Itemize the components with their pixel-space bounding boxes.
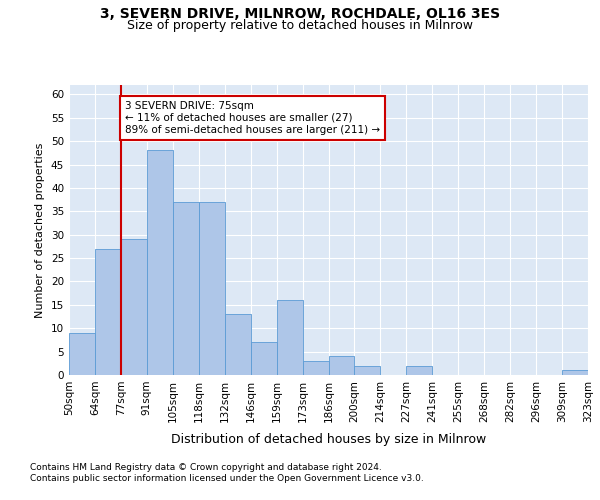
Y-axis label: Number of detached properties: Number of detached properties (35, 142, 46, 318)
Bar (355, 366, 380, 375)
Text: Contains public sector information licensed under the Open Government Licence v3: Contains public sector information licen… (30, 474, 424, 483)
Text: 3, SEVERN DRIVE, MILNROW, ROCHDALE, OL16 3ES: 3, SEVERN DRIVE, MILNROW, ROCHDALE, OL16… (100, 8, 500, 22)
Bar (406, 366, 432, 375)
Bar (277, 300, 302, 375)
Bar (69, 333, 95, 375)
Text: Contains HM Land Registry data © Crown copyright and database right 2024.: Contains HM Land Registry data © Crown c… (30, 462, 382, 471)
Bar (95, 248, 121, 375)
Bar (199, 202, 224, 375)
Bar (562, 370, 588, 375)
Bar (121, 240, 147, 375)
Bar (147, 150, 173, 375)
Text: Distribution of detached houses by size in Milnrow: Distribution of detached houses by size … (171, 432, 487, 446)
Text: 3 SEVERN DRIVE: 75sqm
← 11% of detached houses are smaller (27)
89% of semi-deta: 3 SEVERN DRIVE: 75sqm ← 11% of detached … (125, 102, 380, 134)
Bar (225, 314, 251, 375)
Bar (173, 202, 199, 375)
Bar (251, 342, 277, 375)
Text: Size of property relative to detached houses in Milnrow: Size of property relative to detached ho… (127, 19, 473, 32)
Bar (302, 361, 329, 375)
Bar (329, 356, 355, 375)
